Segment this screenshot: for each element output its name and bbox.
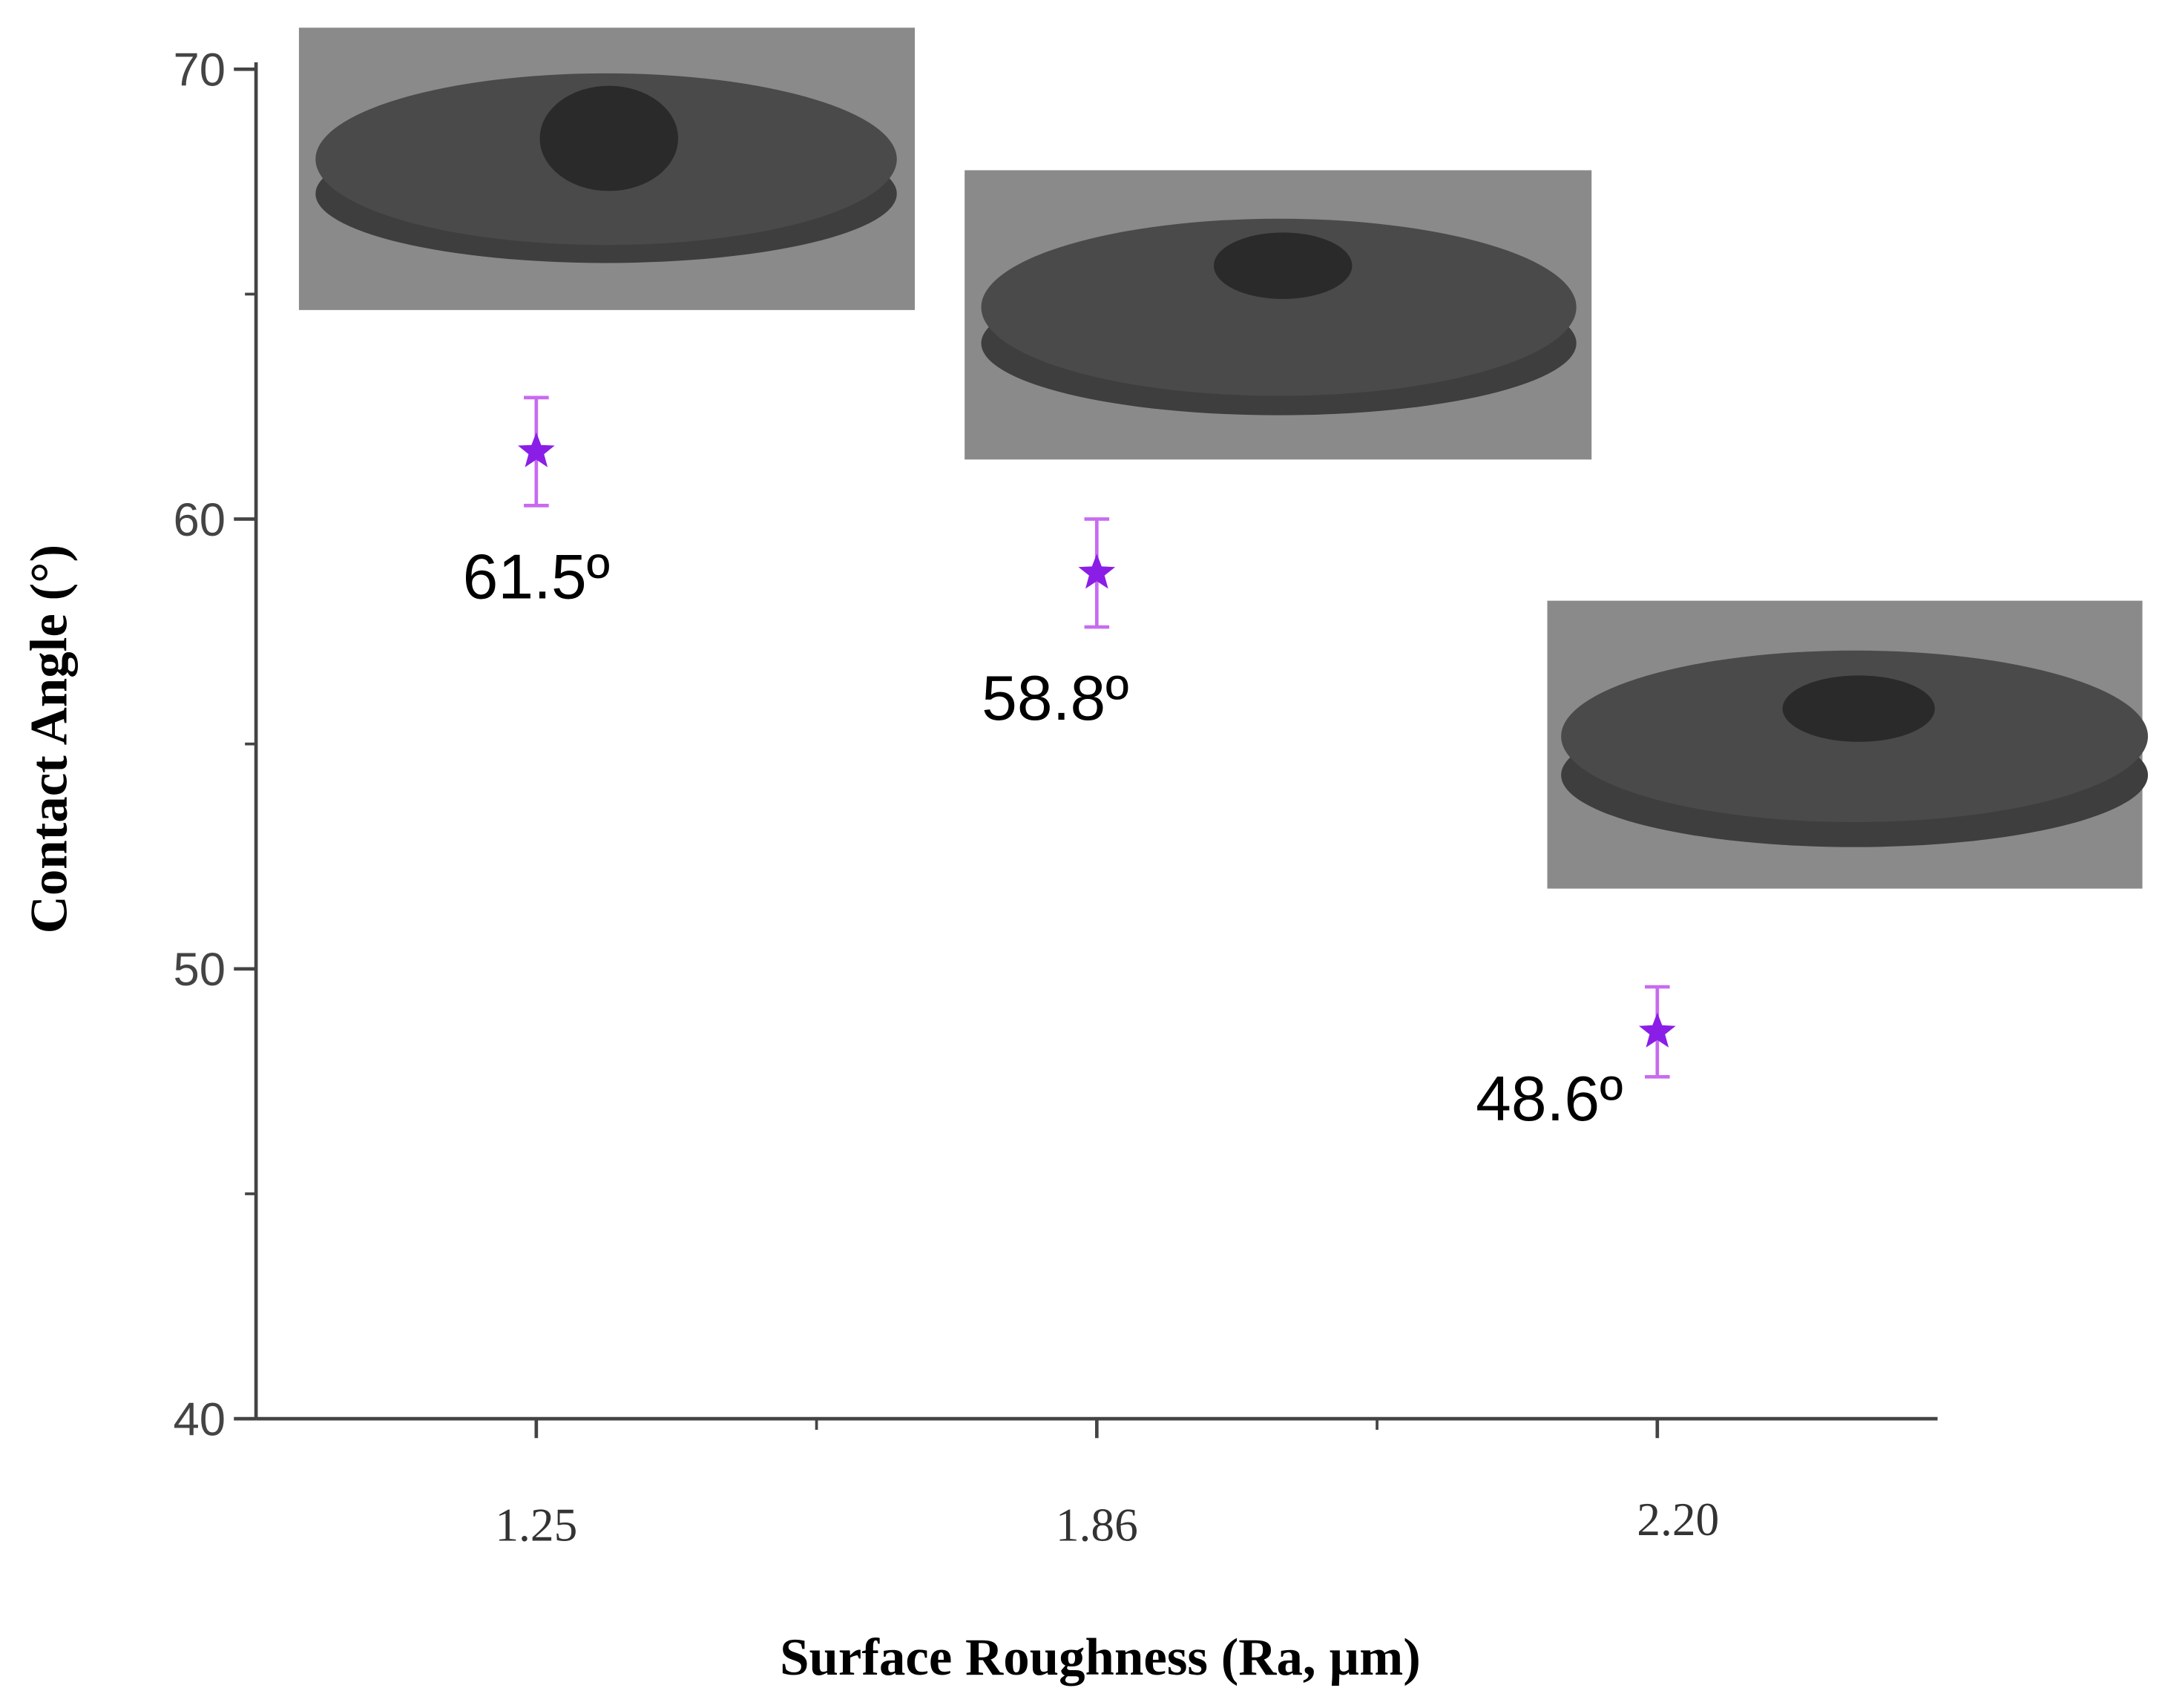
x-tick-label: 2.20	[1637, 1493, 1719, 1546]
photo	[1547, 600, 2149, 889]
y-axis-title: Contact Angle (°)	[21, 545, 79, 933]
data-label: 61.5º	[463, 541, 610, 612]
y-tick-label: 50	[174, 944, 226, 996]
y-tick-label: 60	[174, 494, 226, 546]
marker	[518, 432, 555, 467]
y-tick-label: 40	[174, 1393, 226, 1445]
y-tick-label: 70	[174, 45, 226, 96]
x-axis-title: Surface Roughness (Ra, µm)	[780, 1629, 1421, 1686]
marker	[1638, 1012, 1676, 1048]
data-label: 48.6º	[1476, 1063, 1623, 1134]
x-tick-label: 1.25	[495, 1498, 577, 1551]
marker	[1078, 554, 1116, 589]
photo	[298, 27, 916, 310]
x-tick-label: 1.86	[1056, 1498, 1138, 1551]
data-label: 58.8º	[982, 663, 1128, 734]
photo	[965, 170, 1592, 460]
